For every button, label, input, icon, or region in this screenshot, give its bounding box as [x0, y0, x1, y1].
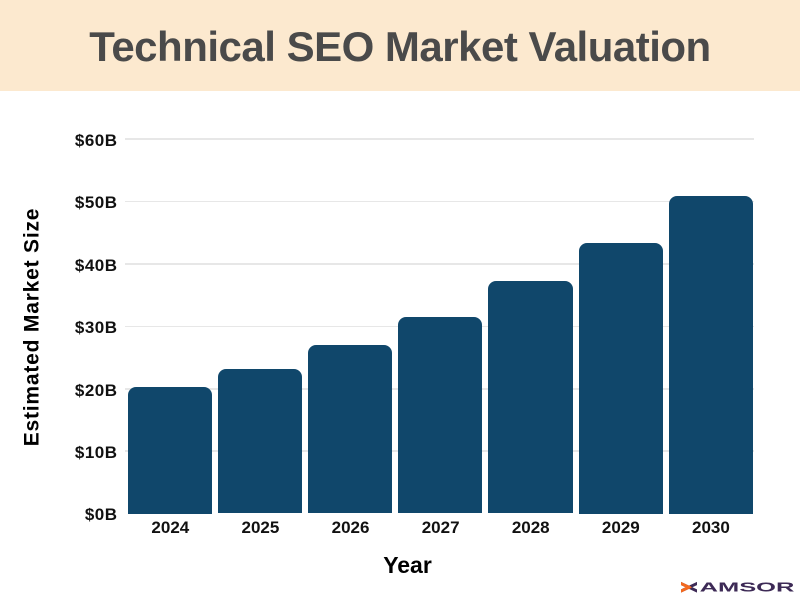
svg-text:AMSOR: AMSOR [700, 581, 796, 593]
